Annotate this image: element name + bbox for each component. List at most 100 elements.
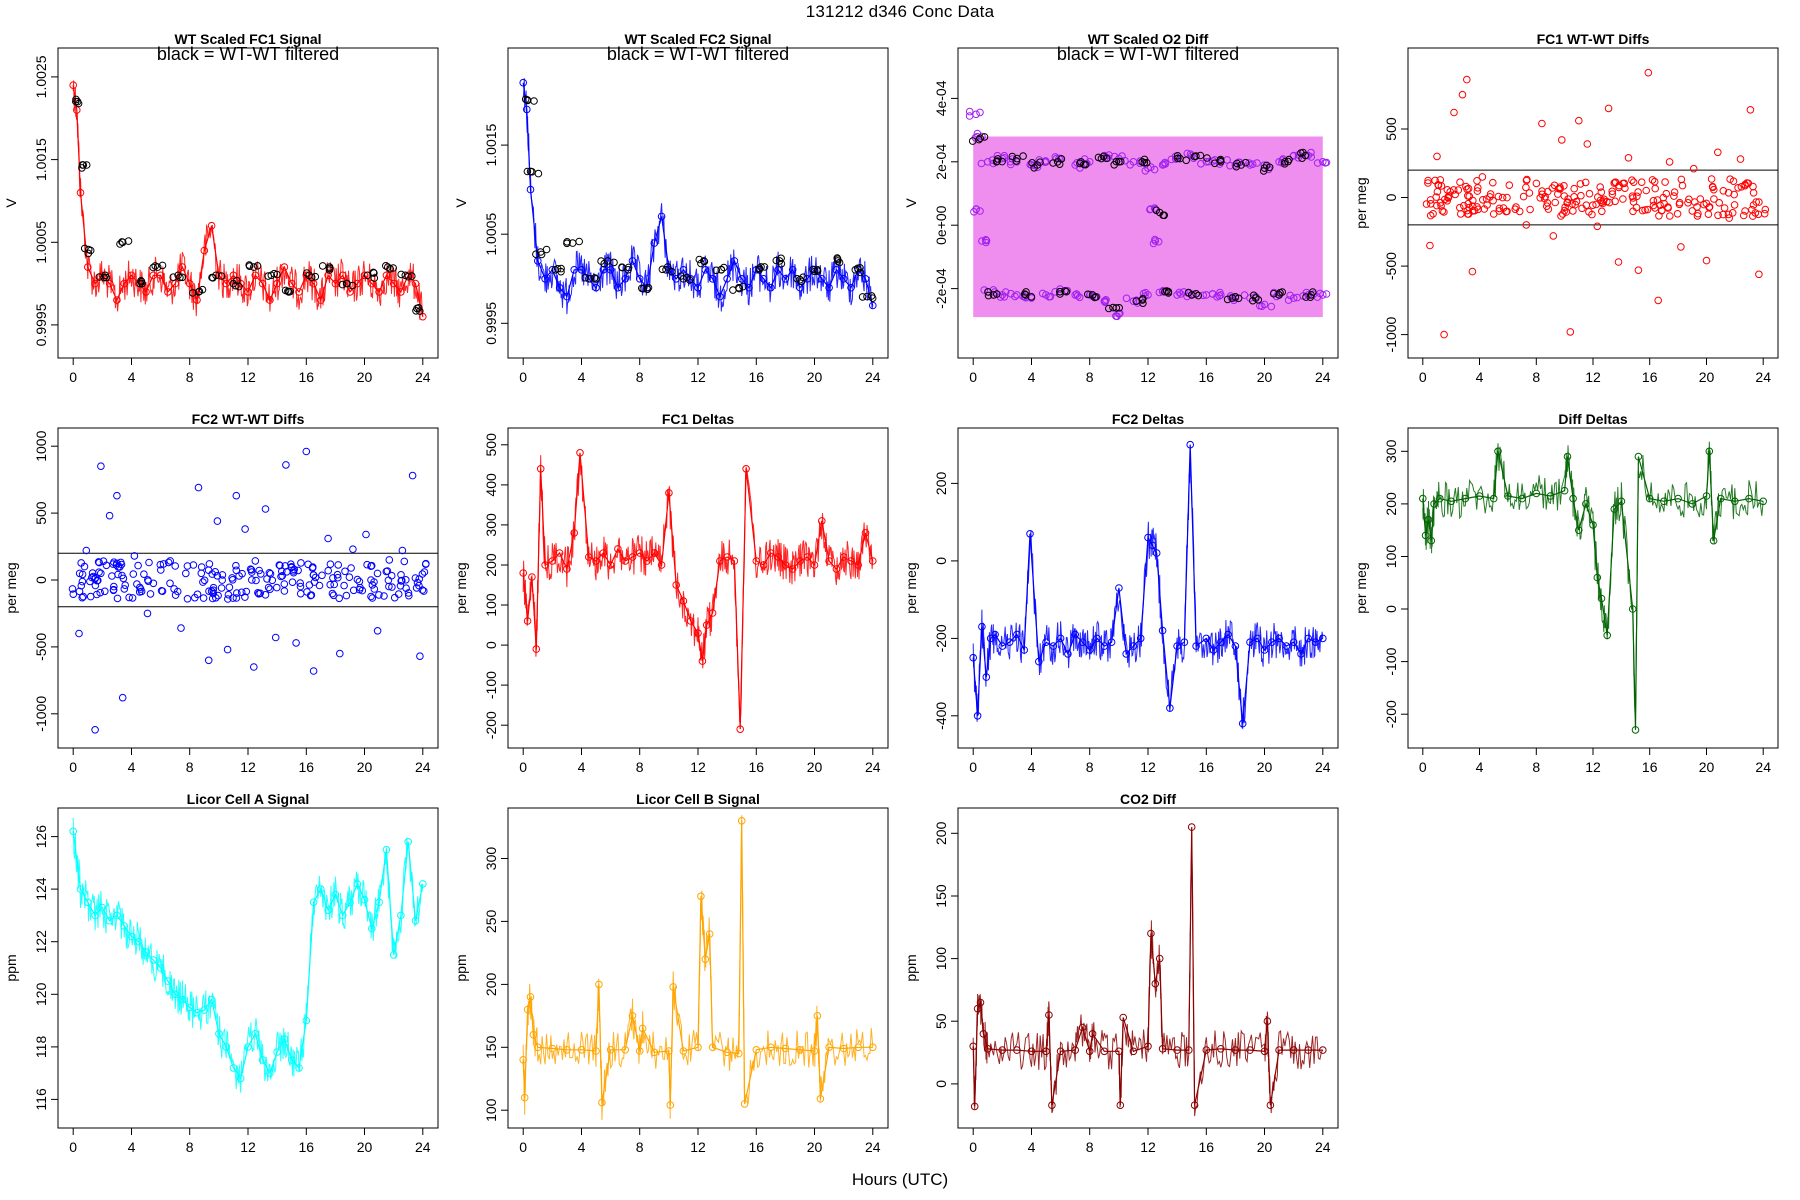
data-point [257, 570, 265, 578]
data-point [1582, 500, 1590, 508]
plot-area [969, 823, 1327, 1117]
data-point [303, 588, 311, 596]
data-point [1112, 157, 1121, 166]
data-point [697, 259, 705, 268]
data-point [178, 263, 187, 271]
data-point [1071, 630, 1079, 639]
data-point [1572, 197, 1581, 206]
data-point [77, 581, 86, 590]
data-point [1275, 634, 1283, 643]
data-point [1253, 634, 1262, 643]
panel-fc2-signal: 0 4 8 12 16 20 24 0.9995 1.0005 1.0015 V WT Scaled … [453, 31, 889, 385]
data-point [1005, 638, 1014, 647]
data-point [1113, 312, 1121, 321]
plot-frame [507, 47, 889, 359]
y-tick-label: 0 [1383, 605, 1399, 613]
data-point [250, 263, 258, 271]
data-point [1730, 190, 1738, 199]
series-noise-line [72, 80, 424, 320]
data-point [1035, 657, 1043, 666]
x-tick-label: 16 [1199, 1139, 1215, 1155]
data-point [833, 254, 842, 262]
y-tick-label: 122 [33, 930, 49, 954]
data-point [532, 250, 540, 258]
series-noise-line [522, 455, 874, 723]
data-point [209, 274, 217, 282]
data-point [686, 275, 695, 283]
x-tick-label: 12 [690, 369, 706, 385]
data-point [1102, 154, 1111, 163]
data-point [1447, 497, 1455, 506]
data-point [1184, 288, 1193, 297]
plot-frame [957, 427, 1339, 749]
data-point [1525, 189, 1534, 197]
data-point [1705, 447, 1714, 456]
data-point [1042, 1047, 1050, 1056]
data-point [701, 266, 710, 274]
data-point [563, 292, 571, 301]
data-point [1282, 642, 1291, 650]
data-point [287, 279, 296, 288]
x-tick-label: 24 [1315, 369, 1331, 385]
y-tick-label: -200 [933, 624, 949, 652]
data-point [1187, 823, 1196, 831]
data-point [84, 249, 93, 258]
panel-title: Diff Deltas [1558, 411, 1627, 427]
data-point [296, 579, 305, 587]
data-point [1322, 290, 1331, 298]
data-point [1634, 266, 1643, 275]
data-point [669, 983, 678, 991]
data-point [519, 569, 528, 577]
data-point [402, 576, 410, 584]
data-point [986, 634, 995, 643]
data-point [628, 1012, 637, 1020]
data-point [80, 244, 89, 253]
data-point [84, 263, 92, 271]
x-tick-label: 8 [186, 369, 194, 385]
x-tick-label: 12 [1140, 1139, 1156, 1155]
data-point [419, 880, 427, 888]
data-point [213, 517, 222, 525]
data-point [390, 593, 399, 602]
data-point [224, 590, 233, 599]
data-point [575, 237, 584, 246]
panel-title: WT Scaled FC1 Signal [174, 31, 321, 47]
data-point [526, 185, 535, 194]
data-point [1105, 304, 1113, 313]
y-tick-label: 120 [33, 982, 49, 1006]
data-point [1267, 302, 1276, 311]
data-point [755, 264, 764, 273]
data-point [197, 569, 206, 578]
data-point [286, 287, 294, 296]
data-point [384, 263, 392, 271]
data-point [388, 583, 396, 591]
data-point [199, 578, 207, 586]
x-tick-label: 12 [240, 759, 256, 775]
data-point [174, 271, 182, 280]
data-point [309, 898, 318, 907]
data-point [1274, 290, 1282, 298]
data-point [635, 1047, 644, 1055]
x-tick-label: 8 [1532, 759, 1540, 775]
y-tick-label: 200 [483, 973, 499, 997]
data-point [1677, 175, 1686, 184]
data-point [311, 573, 320, 582]
x-tick-label: 4 [578, 1139, 586, 1155]
data-point [1664, 203, 1672, 211]
data-point [292, 639, 300, 647]
data-point [1745, 494, 1753, 503]
data-point [318, 571, 326, 580]
data-point [1593, 573, 1602, 582]
data-point [338, 280, 347, 289]
data-point [218, 571, 227, 579]
data-point [159, 560, 168, 568]
data-point [1136, 634, 1145, 643]
data-point [204, 656, 213, 665]
data-point [1621, 184, 1629, 192]
data-point [1570, 184, 1578, 193]
data-point [418, 586, 427, 594]
data-point [1055, 160, 1064, 168]
data-point [387, 571, 396, 580]
plot-frame [57, 427, 439, 749]
data-point [1061, 287, 1069, 295]
